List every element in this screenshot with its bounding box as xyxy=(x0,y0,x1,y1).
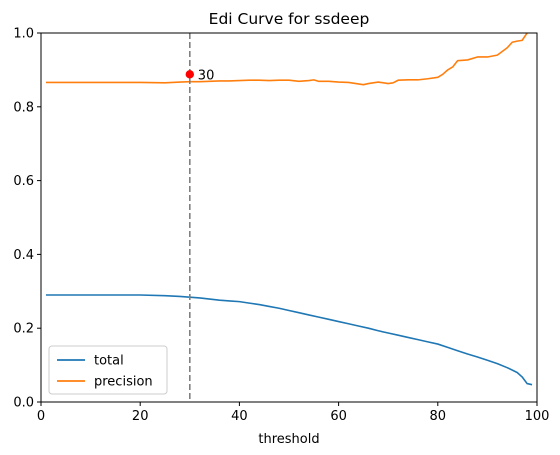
y-tick-label: 1.0 xyxy=(13,27,34,42)
series-line-precision xyxy=(45,33,528,86)
annotation-layer: 30 xyxy=(185,33,215,402)
ticks: 0 20 40 60 80 100 0.0 0.2 0.4 0.6 0.8 1.0 xyxy=(13,27,549,425)
highlight-point-label: 30 xyxy=(198,68,215,83)
x-tick-label: 80 xyxy=(430,409,447,424)
x-tick-label: 60 xyxy=(330,409,347,424)
series-layer xyxy=(45,33,533,386)
plot-frame xyxy=(40,32,538,403)
y-tick-label: 0.0 xyxy=(13,396,34,411)
x-tick-label: 20 xyxy=(132,409,149,424)
legend-box xyxy=(48,345,168,395)
y-tick-label: 0.6 xyxy=(13,174,34,189)
x-tick-label: 40 xyxy=(231,409,248,424)
y-tick-label: 0.8 xyxy=(13,100,34,115)
x-axis-label: threshold xyxy=(258,432,319,447)
y-tick-label: 0.2 xyxy=(13,322,34,337)
legend: total precision xyxy=(48,345,168,395)
y-tick-label: 0.4 xyxy=(13,248,34,263)
x-tick-label: 0 xyxy=(37,409,45,424)
chart-title: Edi Curve for ssdeep xyxy=(209,10,370,28)
legend-label-precision: precision xyxy=(94,375,153,390)
legend-label-total: total xyxy=(94,354,124,369)
x-tick-label: 100 xyxy=(525,409,550,424)
highlight-point xyxy=(185,70,194,79)
series-line-total xyxy=(45,294,533,386)
axes xyxy=(40,32,538,403)
